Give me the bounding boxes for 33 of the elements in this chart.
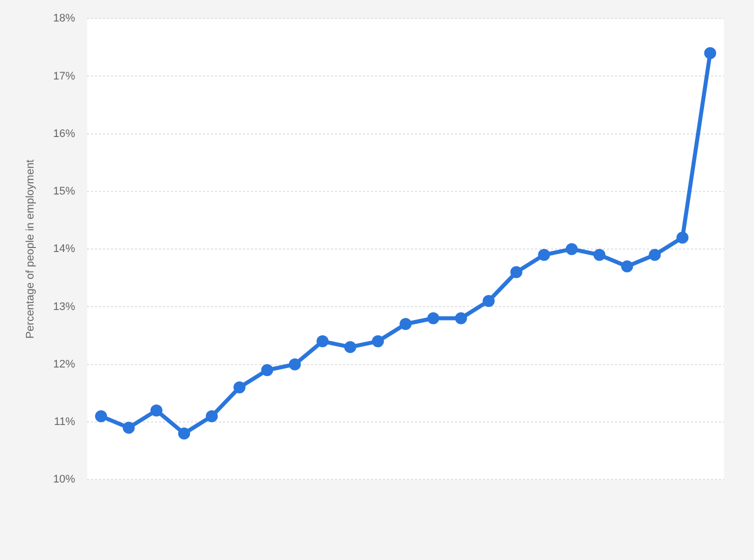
point — [288, 358, 301, 370]
point — [482, 294, 495, 307]
point — [400, 318, 412, 330]
y-tick-label: 15% — [53, 186, 76, 198]
point — [233, 381, 246, 394]
y-tick-label: 18% — [53, 12, 76, 25]
point — [427, 312, 440, 324]
point — [510, 266, 522, 278]
y-tick-label: 14% — [53, 243, 76, 256]
point — [150, 404, 162, 416]
point — [538, 248, 550, 261]
point — [372, 335, 384, 348]
y-tick-label: 17% — [53, 70, 76, 82]
point — [621, 260, 634, 272]
y-tick-label: 11% — [54, 416, 76, 428]
point — [704, 47, 716, 60]
point — [261, 364, 274, 376]
y-tick-label: 10% — [53, 474, 76, 486]
y-axis-title: Percentage of people in employment — [24, 160, 37, 339]
point — [454, 312, 467, 324]
point — [178, 428, 190, 440]
point — [593, 248, 606, 261]
point — [344, 341, 356, 354]
point — [95, 410, 108, 422]
y-tick-label: 13% — [53, 300, 76, 313]
point — [206, 410, 218, 422]
point — [316, 335, 329, 348]
point — [676, 232, 688, 244]
point — [122, 422, 135, 434]
y-tick-label: 12% — [53, 358, 76, 370]
y-tick-label: 16% — [53, 128, 76, 140]
point — [566, 243, 578, 256]
point — [648, 248, 661, 261]
